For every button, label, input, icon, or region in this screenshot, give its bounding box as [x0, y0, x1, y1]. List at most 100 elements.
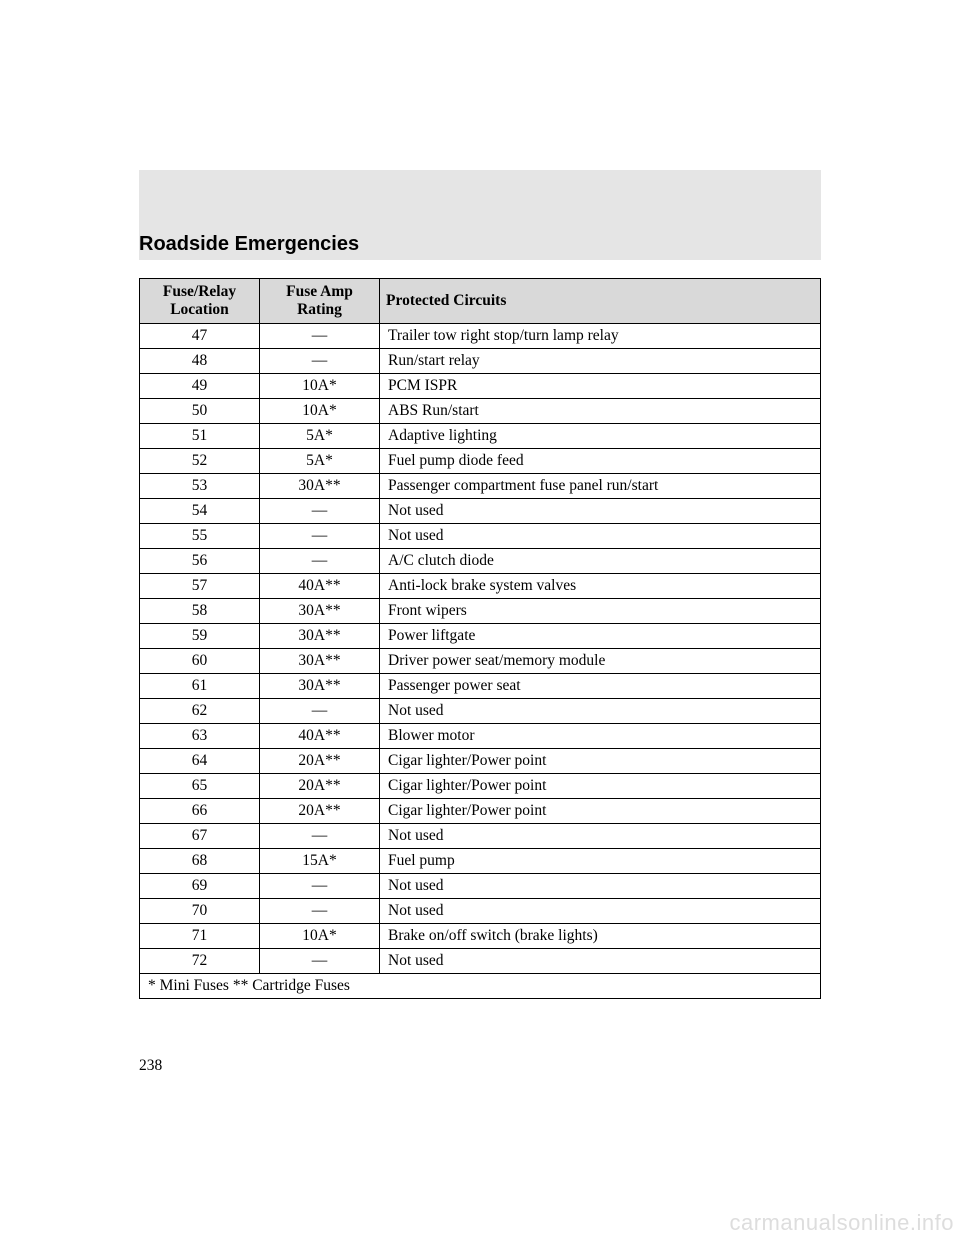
cell-circuits: Anti-lock brake system valves [380, 574, 821, 599]
cell-amp: — [260, 899, 380, 924]
cell-circuits: Power liftgate [380, 624, 821, 649]
table-row: 48—Run/start relay [140, 349, 821, 374]
table-row: 5330A**Passenger compartment fuse panel … [140, 474, 821, 499]
table-row: 4910A*PCM ISPR [140, 374, 821, 399]
cell-location: 62 [140, 699, 260, 724]
cell-location: 59 [140, 624, 260, 649]
cell-amp: 15A* [260, 849, 380, 874]
header-amp-l2: Rating [297, 301, 342, 318]
section-title: Roadside Emergencies [139, 233, 359, 256]
cell-location: 47 [140, 324, 260, 349]
table-row: 5010A*ABS Run/start [140, 399, 821, 424]
header-amp: Fuse AmpRating [260, 279, 380, 324]
cell-circuits: Trailer tow right stop/turn lamp relay [380, 324, 821, 349]
cell-circuits: Not used [380, 949, 821, 974]
cell-circuits: Cigar lighter/Power point [380, 749, 821, 774]
cell-amp: 20A** [260, 774, 380, 799]
header-location: Fuse/RelayLocation [140, 279, 260, 324]
cell-circuits: Not used [380, 874, 821, 899]
cell-amp: 20A** [260, 799, 380, 824]
table-row: 72—Not used [140, 949, 821, 974]
watermark-text: carmanualsonline.info [729, 1210, 954, 1236]
table-row: 6340A**Blower motor [140, 724, 821, 749]
table-row: 55—Not used [140, 524, 821, 549]
cell-circuits: Fuel pump [380, 849, 821, 874]
table-body: 47—Trailer tow right stop/turn lamp rela… [140, 324, 821, 999]
cell-amp: — [260, 874, 380, 899]
cell-circuits: Passenger compartment fuse panel run/sta… [380, 474, 821, 499]
table-row: 69—Not used [140, 874, 821, 899]
page-number: 238 [139, 1057, 162, 1075]
cell-amp: — [260, 499, 380, 524]
cell-amp: 10A* [260, 374, 380, 399]
cell-amp: 30A** [260, 474, 380, 499]
cell-location: 52 [140, 449, 260, 474]
cell-location: 56 [140, 549, 260, 574]
cell-amp: 10A* [260, 924, 380, 949]
table-row: 62—Not used [140, 699, 821, 724]
table-row: 525A*Fuel pump diode feed [140, 449, 821, 474]
cell-amp: 30A** [260, 624, 380, 649]
table-row: 56—A/C clutch diode [140, 549, 821, 574]
page-container: Roadside Emergencies Fuse/RelayLocation … [0, 0, 960, 1242]
cell-amp: 30A** [260, 649, 380, 674]
table-row: 6815A*Fuel pump [140, 849, 821, 874]
cell-location: 55 [140, 524, 260, 549]
table-row: 54—Not used [140, 499, 821, 524]
cell-location: 70 [140, 899, 260, 924]
table-row: 6620A**Cigar lighter/Power point [140, 799, 821, 824]
cell-location: 57 [140, 574, 260, 599]
table-footnote: * Mini Fuses ** Cartridge Fuses [140, 974, 821, 999]
cell-amp: — [260, 349, 380, 374]
cell-amp: 20A** [260, 749, 380, 774]
cell-circuits: Not used [380, 824, 821, 849]
cell-circuits: A/C clutch diode [380, 549, 821, 574]
cell-location: 58 [140, 599, 260, 624]
cell-amp: 10A* [260, 399, 380, 424]
cell-location: 64 [140, 749, 260, 774]
table-row: 7110A*Brake on/off switch (brake lights) [140, 924, 821, 949]
cell-amp: 5A* [260, 449, 380, 474]
cell-circuits: Not used [380, 899, 821, 924]
cell-amp: — [260, 699, 380, 724]
cell-location: 48 [140, 349, 260, 374]
cell-amp: 40A** [260, 574, 380, 599]
cell-circuits: PCM ISPR [380, 374, 821, 399]
cell-circuits: Fuel pump diode feed [380, 449, 821, 474]
cell-circuits: Brake on/off switch (brake lights) [380, 924, 821, 949]
header-location-l1: Fuse/Relay [163, 283, 236, 300]
table-row: 5830A**Front wipers [140, 599, 821, 624]
cell-location: 65 [140, 774, 260, 799]
table-row: 6420A**Cigar lighter/Power point [140, 749, 821, 774]
cell-circuits: Cigar lighter/Power point [380, 774, 821, 799]
cell-location: 51 [140, 424, 260, 449]
cell-location: 61 [140, 674, 260, 699]
cell-location: 54 [140, 499, 260, 524]
cell-circuits: Driver power seat/memory module [380, 649, 821, 674]
cell-amp: — [260, 824, 380, 849]
header-amp-l1: Fuse Amp [286, 283, 353, 300]
cell-amp: 5A* [260, 424, 380, 449]
cell-circuits: Passenger power seat [380, 674, 821, 699]
cell-location: 72 [140, 949, 260, 974]
table-row: 5930A**Power liftgate [140, 624, 821, 649]
table-row: 6130A**Passenger power seat [140, 674, 821, 699]
cell-location: 67 [140, 824, 260, 849]
cell-circuits: Adaptive lighting [380, 424, 821, 449]
cell-location: 69 [140, 874, 260, 899]
cell-location: 63 [140, 724, 260, 749]
cell-location: 66 [140, 799, 260, 824]
header-location-l2: Location [170, 301, 229, 318]
table-row: 47—Trailer tow right stop/turn lamp rela… [140, 324, 821, 349]
table-row: 6520A**Cigar lighter/Power point [140, 774, 821, 799]
cell-circuits: Not used [380, 524, 821, 549]
cell-location: 50 [140, 399, 260, 424]
cell-location: 71 [140, 924, 260, 949]
header-circuits: Protected Circuits [380, 279, 821, 324]
cell-amp: 30A** [260, 674, 380, 699]
table-footnote-row: * Mini Fuses ** Cartridge Fuses [140, 974, 821, 999]
cell-amp: — [260, 524, 380, 549]
cell-location: 60 [140, 649, 260, 674]
cell-circuits: Run/start relay [380, 349, 821, 374]
cell-circuits: Front wipers [380, 599, 821, 624]
